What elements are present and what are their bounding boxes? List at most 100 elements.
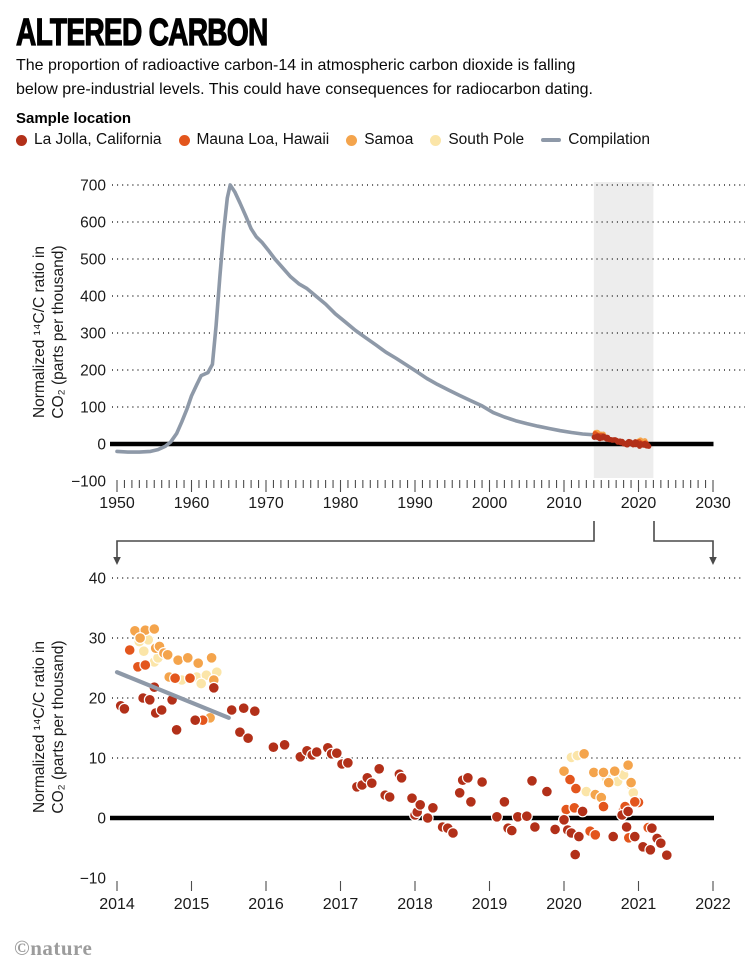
y-tick-label-20: 20 bbox=[89, 691, 107, 708]
x-tick-label-2015: 2015 bbox=[174, 896, 210, 913]
data-point bbox=[170, 723, 183, 736]
data-point bbox=[464, 795, 477, 808]
data-point bbox=[447, 826, 460, 839]
compilation-line bbox=[115, 183, 596, 454]
top-y-axis-title: Normalized ¹⁴C/C ratio in CO₂ (parts per … bbox=[31, 245, 67, 418]
data-point bbox=[426, 801, 439, 814]
data-point bbox=[505, 824, 518, 837]
arrowhead-right-icon bbox=[709, 557, 717, 565]
y-tick-label-10: 10 bbox=[89, 751, 107, 768]
legend-item-samoa: Samoa bbox=[346, 131, 413, 149]
data-point bbox=[569, 782, 582, 795]
legend-title: Sample location bbox=[16, 110, 132, 127]
data-point bbox=[557, 813, 570, 826]
x-tick-label-2016: 2016 bbox=[248, 896, 284, 913]
data-point bbox=[267, 741, 280, 754]
data-point bbox=[597, 766, 610, 779]
bottom-y-axis-title-line-1: Normalized ¹⁴C/C ratio in bbox=[31, 641, 48, 813]
y-tick-label-30: 30 bbox=[89, 631, 107, 648]
data-point bbox=[569, 848, 582, 861]
legend-label: South Pole bbox=[448, 131, 525, 148]
data-point bbox=[622, 805, 635, 818]
data-point bbox=[373, 762, 386, 775]
y-tick-label-40: 40 bbox=[89, 571, 107, 588]
data-point bbox=[628, 830, 641, 843]
data-point bbox=[498, 795, 511, 808]
data-point bbox=[278, 738, 291, 751]
data-point bbox=[622, 759, 635, 772]
data-point bbox=[578, 747, 591, 760]
data-point bbox=[572, 830, 585, 843]
data-point bbox=[207, 681, 220, 694]
y-tick-label-100: 100 bbox=[80, 400, 106, 417]
data-point bbox=[607, 830, 620, 843]
data-point bbox=[242, 732, 255, 745]
scatter-series-samoa bbox=[128, 622, 638, 804]
data-point bbox=[365, 777, 378, 790]
data-point bbox=[406, 792, 419, 805]
data-point bbox=[330, 747, 343, 760]
data-point bbox=[540, 785, 553, 798]
data-point bbox=[557, 765, 570, 778]
top-chart: 700 600 500 400 300 200 100 0 −100 1950 1960 1970 19… bbox=[31, 178, 745, 512]
data-point bbox=[602, 776, 615, 789]
data-point bbox=[233, 726, 246, 739]
data-point bbox=[195, 677, 208, 690]
data-point bbox=[189, 714, 202, 727]
data-point bbox=[139, 658, 152, 671]
top-y-axis-title-line-2: CO₂ (parts per thousand) bbox=[50, 245, 67, 418]
data-point bbox=[625, 776, 638, 789]
data-point bbox=[525, 774, 538, 787]
bottom-y-axis-title-line-2: CO₂ (parts per thousand) bbox=[50, 640, 67, 813]
data-point bbox=[181, 651, 194, 664]
compilation-segment bbox=[114, 670, 231, 720]
x-tick-label-2030: 2030 bbox=[695, 495, 731, 512]
data-point bbox=[644, 843, 657, 856]
legend: La Jolla, California Mauna Loa, Hawaii Sam… bbox=[16, 131, 650, 149]
x-tick-label-1960: 1960 bbox=[174, 495, 210, 512]
data-point bbox=[646, 443, 652, 449]
y-tick-label-300: 300 bbox=[80, 326, 106, 343]
x-tick-label-2018: 2018 bbox=[397, 896, 433, 913]
data-point bbox=[461, 771, 474, 784]
y-tick-label-200: 200 bbox=[80, 363, 106, 380]
x-tick-label-1970: 1970 bbox=[248, 495, 284, 512]
data-point bbox=[383, 790, 396, 803]
legend-item-compilation: Compilation bbox=[541, 131, 650, 149]
data-point bbox=[172, 654, 185, 667]
y-tick-label-−100: −100 bbox=[71, 474, 106, 491]
x-tick-label-1980: 1980 bbox=[323, 495, 359, 512]
data-point bbox=[620, 820, 633, 833]
legend-dot-swatch bbox=[16, 134, 27, 146]
legend-label: Samoa bbox=[364, 131, 414, 148]
legend-label: Compilation bbox=[568, 131, 651, 148]
data-point bbox=[148, 622, 161, 635]
data-point bbox=[205, 651, 218, 664]
y-tick-label-500: 500 bbox=[80, 252, 106, 269]
data-point bbox=[589, 828, 602, 841]
top-mini-scatter-la_jolla bbox=[591, 433, 652, 449]
subtitle-line-2: below pre-industrial levels. This could … bbox=[16, 81, 593, 98]
y-tick-label-700: 700 bbox=[80, 178, 106, 195]
legend-item-la-jolla-california: La Jolla, California bbox=[16, 131, 162, 149]
data-point bbox=[169, 672, 182, 685]
nature-logo: ©nature bbox=[14, 936, 93, 960]
data-point bbox=[123, 643, 136, 656]
subtitle-line-1: The proportion of radioactive carbon-14 … bbox=[16, 57, 576, 74]
data-point bbox=[660, 849, 673, 862]
x-tick-label-2020: 2020 bbox=[546, 896, 582, 913]
data-point bbox=[134, 631, 147, 644]
data-point bbox=[476, 775, 489, 788]
y-tick-label-600: 600 bbox=[80, 215, 106, 232]
data-point bbox=[137, 645, 150, 658]
bottom-chart: 40 30 20 10 0 −10 2014 2015 2016 2017 2018 2019 2020… bbox=[31, 571, 743, 913]
data-point bbox=[118, 702, 131, 715]
x-tick-label-2020: 2020 bbox=[621, 495, 657, 512]
legend-dot-swatch bbox=[346, 134, 358, 146]
data-point bbox=[453, 786, 466, 799]
data-point bbox=[192, 657, 205, 670]
top-y-axis-title-line-1: Normalized ¹⁴C/C ratio in bbox=[31, 246, 48, 418]
data-point bbox=[528, 820, 541, 833]
